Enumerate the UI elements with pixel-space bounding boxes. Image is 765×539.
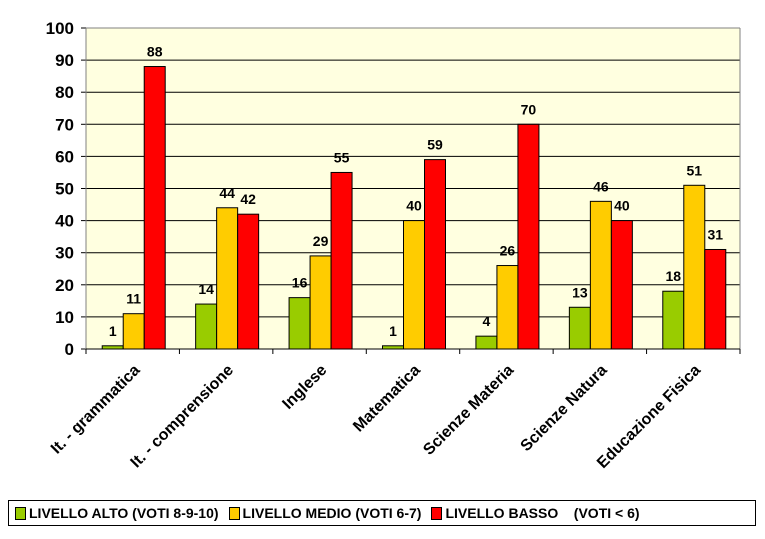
y-tick-label: 0 <box>65 340 74 359</box>
data-label: 55 <box>334 149 350 165</box>
legend-label-medio: LIVELLO MEDIO (VOTI 6-7) <box>242 505 422 521</box>
legend-swatch-alto <box>15 506 26 520</box>
x-tick-label: Matematica <box>350 362 424 436</box>
bar <box>610 220 633 350</box>
bar <box>143 66 166 350</box>
y-tick-label: 70 <box>55 115 74 134</box>
legend-item-basso: LIVELLO BASSO (VOTI < 6) <box>431 505 640 521</box>
legend-item-alto: LIVELLO ALTO (VOTI 8-9-10) <box>15 505 219 521</box>
legend-label-alto: LIVELLO ALTO (VOTI 8-9-10) <box>29 505 219 521</box>
data-label: 44 <box>219 185 235 201</box>
data-label: 16 <box>292 275 308 291</box>
x-tick-label: It. - comprensione <box>128 362 238 472</box>
x-tick-label: It. - grammatica <box>48 362 144 458</box>
bar <box>589 200 612 350</box>
bar <box>568 306 591 350</box>
bar <box>517 123 540 350</box>
bar <box>288 297 311 350</box>
y-tick-label: 50 <box>55 180 74 199</box>
bar <box>216 207 239 350</box>
legend-swatch-basso <box>431 506 443 520</box>
x-tick-label: Scienze Natura <box>518 362 611 455</box>
y-tick-label: 80 <box>55 83 74 102</box>
bar <box>496 265 519 350</box>
y-tick-label: 40 <box>55 212 74 231</box>
data-label: 14 <box>198 281 214 297</box>
y-tick-label: 100 <box>46 19 74 38</box>
data-label: 18 <box>665 268 681 284</box>
data-label: 59 <box>427 137 443 153</box>
bar <box>122 313 145 350</box>
x-tick-label: Inglese <box>279 362 330 413</box>
bar <box>101 345 124 350</box>
bar <box>704 248 727 350</box>
legend-label-basso: LIVELLO BASSO (VOTI < 6) <box>445 505 640 521</box>
data-label: 11 <box>126 291 141 307</box>
data-label: 88 <box>147 44 163 60</box>
data-label: 26 <box>500 243 516 259</box>
legend-item-medio: LIVELLO MEDIO (VOTI 6-7) <box>228 505 422 521</box>
bar <box>683 184 706 350</box>
data-label: 51 <box>686 162 702 178</box>
data-label: 46 <box>593 178 609 194</box>
bar <box>382 345 404 350</box>
y-tick-label: 60 <box>55 147 74 166</box>
data-label: 40 <box>614 198 630 214</box>
bar <box>403 220 425 350</box>
y-tick-label: 10 <box>55 308 74 327</box>
data-label: 1 <box>389 323 397 339</box>
legend-swatch-medio <box>228 506 240 520</box>
bar <box>237 213 260 350</box>
x-tick-label: Scienze Materia <box>420 362 517 459</box>
data-label: 29 <box>313 233 329 249</box>
bar <box>424 159 446 350</box>
bar <box>662 290 685 350</box>
y-tick-label: 30 <box>55 244 74 263</box>
data-label: 4 <box>483 313 491 329</box>
data-label: 70 <box>521 101 537 117</box>
data-label: 42 <box>240 191 256 207</box>
y-tick-label: 90 <box>55 51 74 70</box>
bar <box>330 171 353 350</box>
data-label: 31 <box>707 226 723 242</box>
data-label: 13 <box>572 284 588 300</box>
y-tick-label: 20 <box>55 276 74 295</box>
bar <box>309 255 332 350</box>
x-tick-label: Educazione Fisica <box>594 362 704 472</box>
bar <box>475 335 498 350</box>
data-label: 40 <box>406 198 422 214</box>
bar <box>195 303 218 350</box>
legend: LIVELLO ALTO (VOTI 8-9-10) LIVELLO MEDIO… <box>8 500 756 526</box>
data-label: 1 <box>109 323 117 339</box>
